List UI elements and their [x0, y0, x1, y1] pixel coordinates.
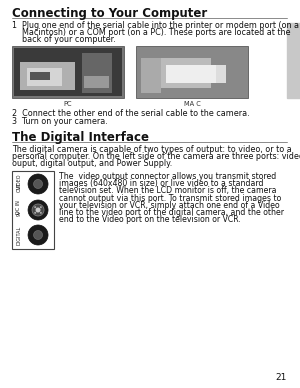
Text: PC: PC	[64, 101, 72, 107]
Text: The digital camera is capable of two types of output: to video, or to a: The digital camera is capable of two typ…	[12, 144, 292, 154]
Text: The Digital Interface: The Digital Interface	[12, 131, 149, 144]
Text: OUT: OUT	[16, 182, 22, 192]
Text: 2  Connect the other end of the serial cable to the camera.: 2 Connect the other end of the serial ca…	[12, 109, 250, 118]
Text: MA C: MA C	[184, 101, 200, 107]
Bar	[136, 46, 248, 98]
Bar	[20, 62, 75, 90]
Circle shape	[34, 180, 43, 189]
Bar	[12, 171, 54, 249]
Text: DC IN: DC IN	[16, 200, 22, 214]
Circle shape	[35, 208, 40, 213]
Bar	[14, 48, 122, 96]
Circle shape	[34, 206, 36, 208]
Bar	[287, 23, 300, 98]
Bar	[82, 53, 112, 93]
Text: personal computer. On the left side of the camera are three ports: video: personal computer. On the left side of t…	[12, 152, 300, 161]
Text: 9V: 9V	[16, 210, 22, 216]
Bar	[138, 48, 246, 96]
Bar	[12, 46, 124, 98]
Text: line to the video port of the digital camera, and the other: line to the video port of the digital ca…	[59, 208, 284, 217]
Circle shape	[34, 212, 36, 214]
Text: DIGITAL: DIGITAL	[16, 225, 22, 244]
Text: end to the Video port on the television or VCR.: end to the Video port on the television …	[59, 215, 241, 224]
Text: Macintosh) or a COM port (on a PC). These ports are located at the: Macintosh) or a COM port (on a PC). Thes…	[12, 28, 290, 37]
Text: ouput, digital output, and Power Supply.: ouput, digital output, and Power Supply.	[12, 159, 172, 168]
Text: back of your computer.: back of your computer.	[12, 35, 116, 45]
Bar	[84, 76, 109, 88]
Circle shape	[40, 206, 42, 208]
Text: 3  Turn on your camera.: 3 Turn on your camera.	[12, 116, 108, 125]
Bar	[30, 72, 50, 80]
Bar	[27, 68, 62, 86]
Circle shape	[28, 225, 48, 245]
Bar	[156, 58, 211, 88]
Bar	[146, 65, 226, 83]
Text: 21: 21	[276, 373, 287, 382]
Circle shape	[32, 204, 44, 216]
Circle shape	[34, 230, 43, 239]
Text: VIDEO: VIDEO	[16, 173, 22, 189]
Text: cannot output via this port. To transmit stored images to: cannot output via this port. To transmit…	[59, 194, 281, 203]
Text: television set. When the LCD monitor is off, the camera: television set. When the LCD monitor is …	[59, 186, 277, 196]
Text: your television or VCR, simply attach one end of a Video: your television or VCR, simply attach on…	[59, 201, 280, 210]
Circle shape	[28, 174, 48, 194]
Text: 1  Plug one end of the serial cable into the printer or modem port (on a: 1 Plug one end of the serial cable into …	[12, 21, 299, 29]
Text: Connecting to Your Computer: Connecting to Your Computer	[12, 7, 207, 20]
Text: The  video output connector allows you transmit stored: The video output connector allows you tr…	[59, 172, 276, 181]
Text: images (640x480 in size) or live video to a standard: images (640x480 in size) or live video t…	[59, 179, 263, 188]
Bar	[166, 65, 216, 83]
Bar	[141, 58, 161, 93]
Circle shape	[40, 212, 42, 214]
Circle shape	[28, 200, 48, 220]
